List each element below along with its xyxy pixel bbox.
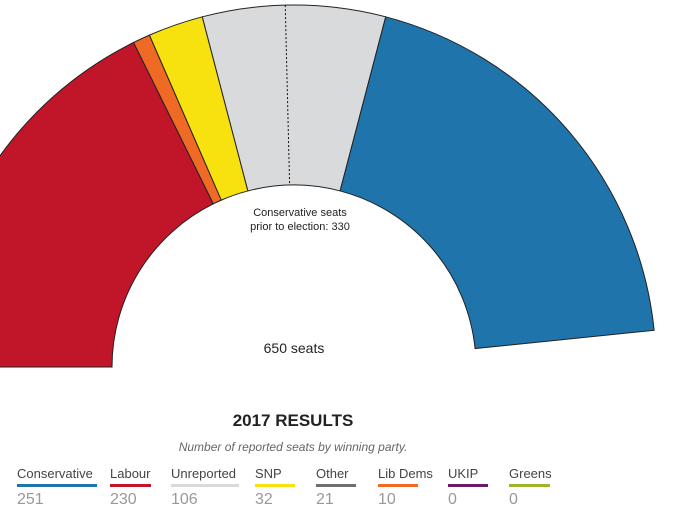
- legend-value: 251: [17, 491, 44, 508]
- legend-item-conservative: Conservative 251: [17, 466, 97, 509]
- legend-value: 0: [509, 491, 518, 508]
- chart-subtitle: Number of reported seats by winning part…: [178, 440, 408, 454]
- legend-swatch: [17, 484, 97, 487]
- chart-title: 2017 RESULTS: [232, 411, 354, 430]
- arc-segment-conservative: [339, 16, 655, 350]
- majority-marker: [284, 5, 291, 186]
- legend-swatch: [448, 484, 488, 487]
- legend-label: Other: [316, 466, 349, 481]
- legend-item-greens: Greens 0: [509, 466, 552, 509]
- marker-line: [284, 5, 291, 186]
- legend-swatch: [316, 484, 356, 487]
- legend-label: Lib Dems: [378, 466, 433, 481]
- legend-value: 106: [171, 491, 198, 508]
- annotation-line-2: prior to election: 330: [250, 221, 350, 233]
- legend-item-unreported: Unreported 106: [171, 466, 239, 509]
- legend-label: Conservative: [17, 466, 93, 481]
- legend-value: 0: [448, 491, 457, 508]
- legend-value: 32: [255, 491, 273, 508]
- legend-label: Greens: [509, 466, 552, 481]
- legend-label: UKIP: [448, 466, 479, 481]
- legend-swatch: [171, 484, 239, 487]
- legend-item-other: Other 21: [316, 466, 356, 509]
- legend-value: 21: [316, 491, 334, 508]
- legend-item-labour: Labour 230: [110, 466, 151, 509]
- arc-segments: [0, 4, 655, 368]
- annotation-line-1: Conservative seats: [253, 207, 347, 219]
- legend-item-ukip: UKIP 0: [448, 466, 488, 509]
- legend-item-snp: SNP 32: [255, 466, 295, 509]
- legend-label: Unreported: [171, 466, 237, 481]
- arc-segment-labour: [0, 41, 215, 368]
- legend-swatch: [255, 484, 295, 487]
- total-seats-label: 650 seats: [264, 340, 325, 356]
- legend-value: 10: [378, 491, 396, 508]
- legend-label: SNP: [255, 466, 282, 481]
- parliament-chart: Conservative seats prior to election: 33…: [0, 4, 655, 368]
- legend-swatch: [509, 484, 550, 487]
- legend: Conservative 251 Labour 230 Unreported 1…: [0, 466, 700, 515]
- legend-value: 230: [110, 491, 137, 508]
- legend-swatch: [110, 484, 151, 487]
- legend-swatch: [378, 484, 418, 487]
- legend-label: Labour: [110, 466, 151, 481]
- legend-item-lib-dems: Lib Dems 10: [378, 466, 433, 509]
